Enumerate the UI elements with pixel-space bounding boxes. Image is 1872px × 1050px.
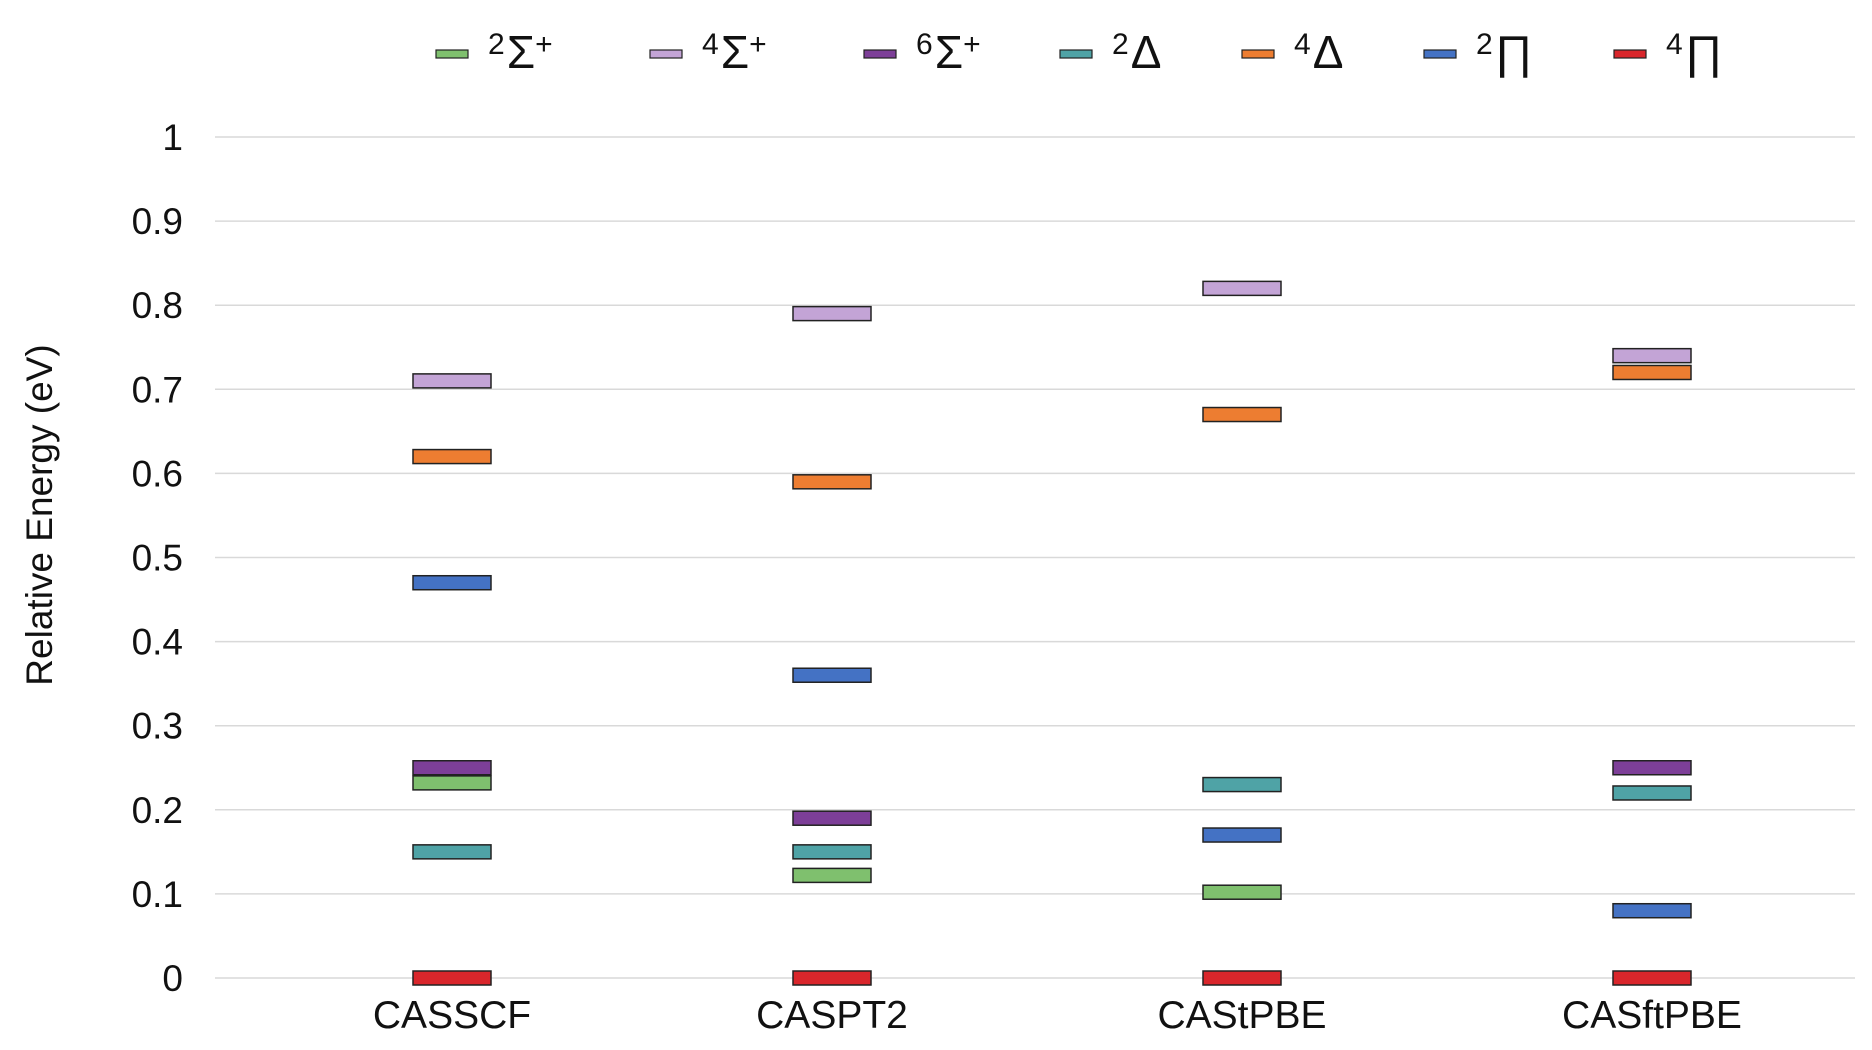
level-Σ-2 <box>1202 884 1282 900</box>
y-tick-label: 0.7 <box>132 369 183 410</box>
legend-swatch <box>863 49 897 59</box>
level-Δ-2 <box>1202 776 1282 793</box>
legend-item: 4∏ <box>1613 26 1723 78</box>
y-tick-label: 0.9 <box>132 201 183 242</box>
legend: 2Σ+ 4Σ+ 6Σ+ 2Δ 4Δ 2∏ 4∏ <box>435 26 1723 78</box>
level-Δ-3 <box>1612 785 1692 801</box>
legend-label: 4Δ <box>1294 26 1343 78</box>
level-Σ-0 <box>412 760 492 776</box>
level-∏-0 <box>412 970 492 986</box>
legend-item: 2∏ <box>1423 26 1533 78</box>
level-Σ-0 <box>412 775 492 791</box>
x-category-label: CAStPBE <box>1157 994 1326 1037</box>
legend-swatch <box>1423 49 1457 59</box>
level-Δ-0 <box>412 448 492 465</box>
y-tick-label: 0.4 <box>132 622 183 663</box>
level-Σ-1 <box>792 810 872 826</box>
y-tick-label: 1 <box>162 117 183 158</box>
level-Δ-0 <box>412 844 492 860</box>
gridlines <box>215 136 1855 979</box>
level-∏-0 <box>412 574 492 591</box>
legend-label: 6Σ+ <box>916 26 981 78</box>
legend-swatch <box>1613 49 1647 59</box>
level-∏-2 <box>1202 827 1282 843</box>
y-tick-label: 0.6 <box>132 453 183 494</box>
legend-swatch <box>649 49 683 59</box>
level-∏-1 <box>792 667 872 683</box>
x-category-label: CASSCF <box>373 994 531 1037</box>
legend-label: 2Σ+ <box>488 26 553 78</box>
legend-item: 2Δ <box>1059 26 1161 78</box>
legend-item: 6Σ+ <box>863 26 981 78</box>
y-tick-labels: 0 0.1 0.2 0.3 0.4 0.5 0.6 0.7 0.8 0.9 1 <box>132 117 183 999</box>
y-tick-label: 0.5 <box>132 538 183 579</box>
y-tick-label: 0.2 <box>132 790 183 831</box>
x-category-labels: CASSCF CASPT2 CAStPBE CASftPBE <box>373 994 1742 1037</box>
legend-label: 4∏ <box>1666 26 1723 78</box>
level-Σ-1 <box>792 305 872 322</box>
x-category-label: CASftPBE <box>1562 994 1742 1037</box>
level-Δ-1 <box>792 844 872 860</box>
energy-levels <box>412 280 1692 986</box>
legend-swatch <box>1241 49 1275 59</box>
level-Σ-1 <box>792 867 872 884</box>
y-tick-label: 0.3 <box>132 706 183 747</box>
level-Δ-2 <box>1202 406 1282 423</box>
level-∏-3 <box>1612 970 1692 986</box>
level-Σ-0 <box>412 373 492 389</box>
level-Σ-3 <box>1612 760 1692 776</box>
legend-swatch <box>435 49 469 59</box>
level-∏-2 <box>1202 970 1282 986</box>
level-Δ-1 <box>792 474 872 490</box>
legend-label: 2∏ <box>1476 26 1533 78</box>
legend-item: 4Σ+ <box>649 26 767 78</box>
legend-item: 4Δ <box>1241 26 1343 78</box>
legend-label: 4Σ+ <box>702 26 767 78</box>
x-category-label: CASPT2 <box>756 994 908 1037</box>
level-Δ-3 <box>1612 364 1692 381</box>
y-axis-title: Relative Energy (eV) <box>19 344 60 685</box>
level-∏-3 <box>1612 902 1692 919</box>
legend-label: 2Δ <box>1112 26 1161 78</box>
level-Σ-2 <box>1202 280 1282 297</box>
y-tick-label: 0.1 <box>132 874 183 915</box>
level-∏-1 <box>792 970 872 986</box>
legend-item: 2Σ+ <box>435 26 553 78</box>
y-tick-label: 0 <box>162 958 183 999</box>
y-tick-label: 0.8 <box>132 285 183 326</box>
legend-swatch <box>1059 49 1093 59</box>
level-Σ-3 <box>1612 347 1692 364</box>
